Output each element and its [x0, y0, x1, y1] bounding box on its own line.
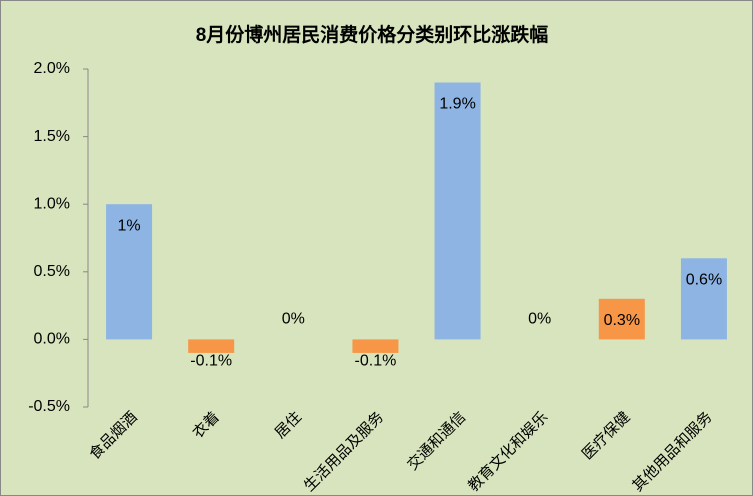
bar [598, 298, 645, 340]
y-tick-label: 1.5% [34, 128, 70, 145]
y-tick-label: 0.0% [34, 331, 70, 348]
data-label: 1% [118, 217, 141, 234]
bar [352, 339, 399, 353]
data-label: -0.1% [355, 353, 397, 370]
y-tick-label: 1.0% [34, 195, 70, 212]
data-label: 1.9% [439, 96, 475, 113]
data-label: -0.1% [190, 353, 232, 370]
data-label: 0% [282, 311, 305, 328]
chart-title: 8月份博州居民消费价格分类别环比涨跌幅 [196, 23, 549, 46]
bar [106, 204, 153, 340]
data-label: 0.3% [604, 312, 640, 329]
bar [680, 258, 727, 340]
y-tick-label: 0.5% [34, 263, 70, 280]
bar [188, 339, 235, 353]
data-label: 0% [528, 311, 551, 328]
y-tick-label: -0.5% [28, 398, 70, 415]
data-label: 0.6% [686, 271, 722, 288]
y-tick-label: 2.0% [34, 60, 70, 77]
bar [434, 82, 481, 340]
